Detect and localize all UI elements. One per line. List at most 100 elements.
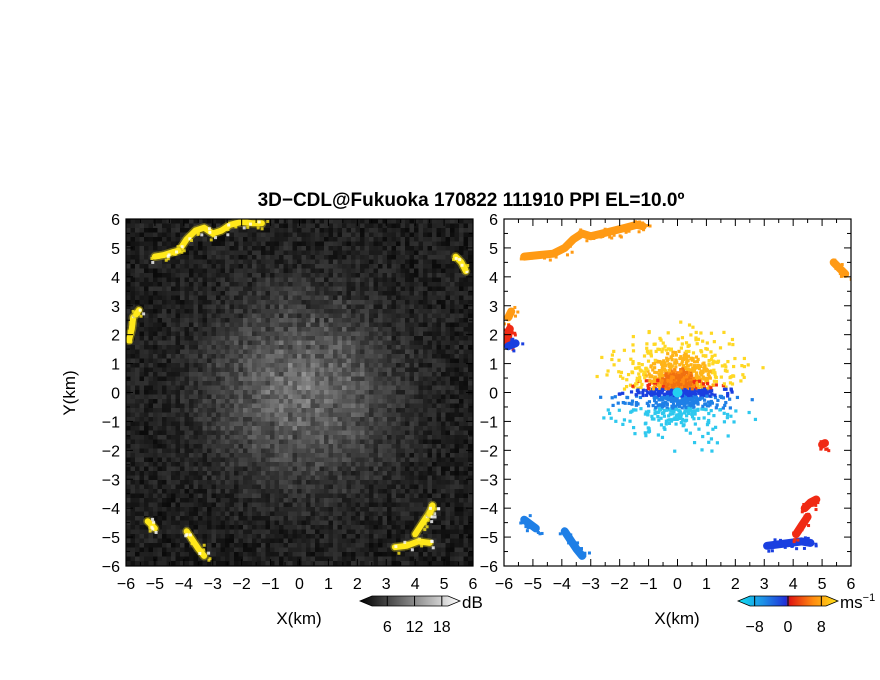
intensity-cell	[279, 237, 284, 242]
intensity-cell	[328, 529, 334, 535]
intensity-cell	[373, 417, 379, 422]
intensity-cell	[270, 277, 275, 283]
intensity-cell	[355, 363, 361, 368]
intensity-cell	[193, 372, 199, 377]
intensity-cell	[301, 466, 307, 472]
intensity-cell	[333, 484, 338, 490]
intensity-cell	[387, 439, 392, 445]
intensity-cell	[157, 556, 163, 562]
intensity-cell	[238, 295, 244, 301]
intensity-cell	[360, 237, 365, 242]
intensity-cell	[211, 408, 217, 413]
intensity-cell	[333, 255, 338, 260]
intensity-cell	[333, 273, 338, 278]
intensity-cell	[207, 250, 212, 256]
intensity-cell	[283, 471, 289, 476]
intensity-cell	[234, 435, 239, 440]
intensity-cell	[279, 322, 284, 328]
intensity-cell	[243, 529, 248, 535]
intensity-cell	[175, 430, 181, 436]
intensity-cell	[243, 300, 248, 305]
intensity-cell	[342, 538, 347, 544]
intensity-cell	[396, 318, 401, 323]
intensity-cell	[148, 241, 154, 247]
intensity-cell	[175, 394, 181, 400]
intensity-cell	[153, 277, 158, 283]
intensity-cell	[184, 511, 190, 517]
intensity-cell	[220, 349, 226, 355]
intensity-cell	[288, 498, 293, 503]
intensity-cell	[324, 295, 329, 301]
intensity-cell	[216, 340, 221, 346]
intensity-cell	[279, 538, 284, 544]
intensity-cell	[144, 313, 149, 319]
intensity-cell	[373, 412, 379, 418]
intensity-cell	[180, 345, 185, 350]
intensity-cell	[234, 304, 239, 310]
intensity-cell	[139, 547, 145, 553]
intensity-cell	[166, 300, 172, 305]
intensity-cell	[256, 435, 262, 440]
intensity-cell	[229, 291, 235, 296]
intensity-cell	[315, 313, 320, 319]
intensity-cell	[139, 439, 145, 445]
intensity-cell	[279, 273, 284, 278]
intensity-cell	[171, 354, 176, 359]
intensity-cell	[148, 372, 154, 377]
intensity-cell	[396, 268, 401, 274]
intensity-cell	[216, 327, 221, 332]
intensity-cell	[193, 493, 199, 499]
intensity-cell	[148, 295, 154, 301]
intensity-cell	[243, 475, 248, 481]
intensity-cell	[175, 327, 181, 332]
intensity-cell	[220, 246, 226, 251]
intensity-cell	[198, 439, 203, 445]
intensity-cell	[405, 327, 410, 332]
intensity-cell	[342, 529, 347, 535]
intensity-cell	[270, 529, 275, 535]
intensity-cell	[297, 228, 302, 233]
intensity-cell	[301, 282, 307, 287]
intensity-cell	[342, 507, 347, 512]
intensity-cell	[180, 291, 185, 296]
intensity-cell	[148, 489, 154, 494]
intensity-cell	[396, 331, 401, 337]
intensity-cell	[166, 462, 172, 467]
intensity-cell	[405, 430, 410, 436]
intensity-cell	[180, 219, 185, 224]
intensity-cell	[207, 219, 212, 224]
intensity-cell	[238, 412, 244, 418]
intensity-cell	[337, 268, 343, 274]
intensity-cell	[279, 399, 284, 404]
intensity-cell	[324, 525, 329, 530]
intensity-cell	[274, 345, 280, 350]
intensity-cell	[211, 511, 217, 517]
intensity-cell	[391, 295, 397, 301]
intensity-cell	[396, 426, 401, 431]
intensity-cell	[405, 354, 410, 359]
intensity-cell	[139, 403, 145, 409]
intensity-cell	[184, 502, 190, 508]
intensity-cell	[198, 457, 203, 463]
intensity-cell	[387, 399, 392, 404]
intensity-cell	[207, 529, 212, 535]
intensity-cell	[256, 322, 262, 328]
intensity-cell	[337, 489, 343, 494]
intensity-cell	[234, 556, 239, 562]
intensity-cell	[382, 403, 388, 409]
intensity-cell	[207, 399, 212, 404]
intensity-cell	[274, 520, 280, 526]
intensity-cell	[391, 363, 397, 368]
intensity-cell	[175, 358, 181, 364]
intensity-cell	[216, 511, 221, 517]
intensity-cell	[328, 345, 334, 350]
intensity-cell	[396, 367, 401, 373]
intensity-cell	[283, 426, 289, 431]
intensity-cell	[216, 345, 221, 350]
intensity-cell	[198, 309, 203, 314]
intensity-cell	[355, 552, 361, 557]
intensity-cell	[234, 498, 239, 503]
intensity-cell	[369, 439, 374, 445]
intensity-cell	[180, 484, 185, 490]
intensity-cell	[265, 525, 271, 530]
